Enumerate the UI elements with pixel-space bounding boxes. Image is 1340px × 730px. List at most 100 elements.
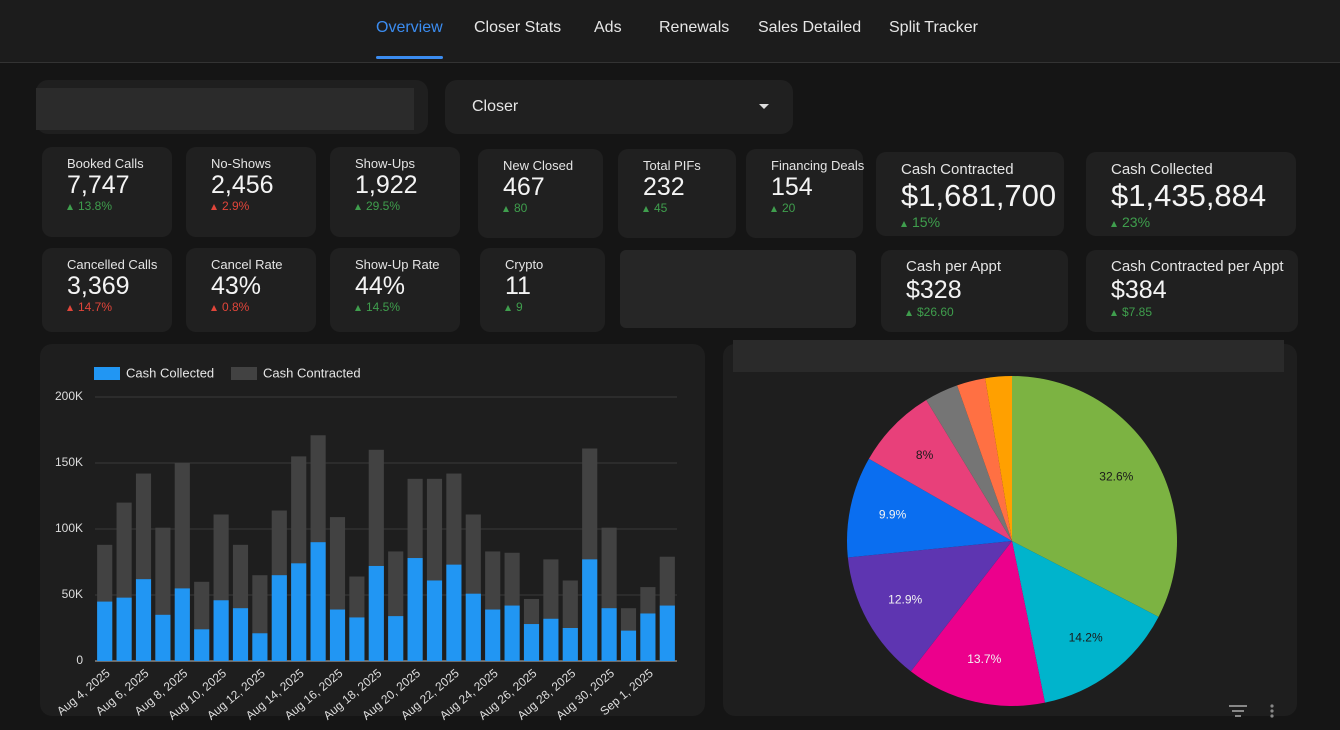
kpi-delta: 23% (1111, 214, 1296, 230)
kpi-card: Cash Collected $1,435,884 23% (1086, 152, 1296, 236)
legend-label: Cash Contracted (263, 365, 361, 380)
bar (349, 617, 365, 661)
delta-text: 80 (514, 201, 528, 215)
pie-slice (910, 541, 1045, 706)
kpi-delta: 80 (503, 201, 603, 215)
bar (388, 616, 404, 661)
bar (562, 628, 578, 661)
delta-arrow (67, 305, 73, 311)
nav-tab[interactable]: Overview (376, 19, 443, 59)
kpi-label: Show-Up Rate (355, 257, 440, 272)
kpi-label: Financing Deals (771, 158, 865, 173)
bar (97, 601, 113, 661)
kpi-label: Cash per Appt (906, 258, 1002, 275)
kpi-delta: 14.7% (67, 300, 172, 314)
kpi-label: No-Shows (211, 156, 271, 171)
kpi-value: 2,456 (211, 171, 274, 199)
kpi-value: $328 (906, 276, 962, 304)
kpi-label: Cancel Rate (211, 257, 283, 272)
nav-tab[interactable]: Split Tracker (889, 19, 978, 36)
kpi-card: Show-Ups 1,922 29.5% (330, 147, 460, 237)
delta-arrow (355, 204, 361, 210)
kpi-value: $384 (1111, 276, 1167, 304)
slice-label: 8% (916, 448, 934, 462)
kpi-value: 3,369 (67, 272, 130, 300)
pie-slice (1012, 376, 1177, 617)
kpi-card: Cancel Rate 43% 0.8% (186, 248, 316, 332)
kpi-value: 43% (211, 272, 262, 300)
bar (252, 633, 268, 661)
nav-bar: Overview Closer Stats Ads Renewals Sales Det… (0, 0, 1340, 63)
slice-label: 32.6% (1099, 470, 1133, 484)
delta-text: 14.5% (366, 300, 401, 314)
bar (582, 559, 598, 661)
pie-slice (846, 458, 1012, 558)
delta-arrow (67, 204, 73, 210)
nav-tab[interactable]: Renewals (659, 19, 730, 36)
bar (368, 565, 384, 661)
delta-arrow (1111, 221, 1117, 227)
legend-swatch (231, 367, 257, 380)
bar (465, 593, 481, 661)
delta-arrow (505, 305, 511, 311)
y-tick-label: 50K (62, 587, 83, 601)
bar (601, 608, 617, 661)
slice-label: 14.2% (1069, 631, 1103, 645)
y-tick-label: 150K (55, 455, 83, 469)
delta-arrow (355, 305, 361, 311)
nav-tab[interactable]: Sales Detailed (758, 19, 862, 36)
bar (543, 618, 559, 661)
bar (407, 558, 423, 661)
bar (640, 613, 656, 661)
pie-slice (985, 376, 1012, 541)
kpi-label: Booked Calls (67, 156, 144, 171)
bar (426, 580, 443, 661)
kpi-delta: 13.8% (67, 199, 172, 213)
delta-text: 14.7% (78, 300, 113, 314)
kpi-card: New Closed 467 80 (478, 149, 603, 238)
bar (213, 600, 229, 661)
kpi-label: Cash Collected (1111, 161, 1213, 178)
bar (485, 609, 501, 661)
bar (523, 624, 540, 661)
legend-label: Cash Collected (126, 365, 214, 380)
kpi-delta: 20 (771, 201, 863, 215)
delta-text: $7.85 (1122, 305, 1153, 319)
kpi-value: $1,681,700 (901, 178, 1057, 213)
kpi-value: 7,747 (67, 171, 130, 199)
kpi-card: No-Shows 2,456 2.9% (186, 147, 316, 237)
nav-tab[interactable]: Closer Stats (474, 19, 562, 36)
panel-icons[interactable] (1229, 704, 1274, 718)
slice-label: 9.9% (879, 508, 907, 522)
legend-swatch (94, 367, 120, 380)
delta-arrow (211, 204, 217, 210)
redacted-legend (733, 340, 1284, 372)
kpi-value: 232 (643, 173, 685, 201)
bar (659, 605, 675, 661)
kpi-label: Cash Contracted (901, 161, 1014, 178)
kpi-card: Cash per Appt $328 $26.60 (881, 250, 1068, 332)
pie-slice (1012, 541, 1159, 703)
kpi-delta: 0.8% (211, 300, 316, 314)
closer-dropdown[interactable]: Closer (445, 80, 793, 134)
y-tick-label: 200K (55, 389, 83, 403)
bar (291, 563, 307, 661)
bar (135, 579, 152, 661)
kpi-value: 154 (771, 173, 813, 201)
delta-text: 15% (912, 214, 941, 230)
pie-slice (957, 378, 1012, 541)
kpi-delta: 2.9% (211, 199, 316, 213)
kpi-delta: 15% (901, 214, 1064, 230)
delta-arrow (906, 310, 912, 316)
delta-text: 2.9% (222, 199, 250, 213)
bar (194, 629, 210, 661)
nav-tab[interactable]: Ads (594, 19, 622, 36)
kpi-label: Crypto (505, 257, 544, 272)
delta-text: 20 (782, 201, 796, 215)
delta-arrow (1111, 310, 1117, 316)
y-tick-label: 0 (76, 653, 83, 667)
kpi-card: Total PIFs 232 45 (618, 149, 736, 238)
bar (310, 542, 326, 661)
y-tick-label: 100K (55, 521, 83, 535)
